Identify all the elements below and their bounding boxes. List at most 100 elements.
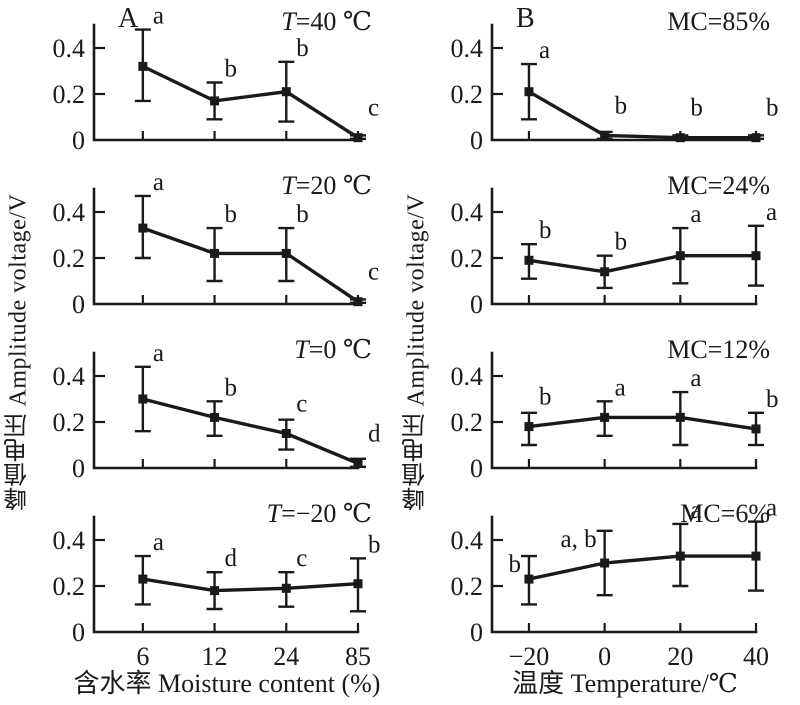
data-point bbox=[600, 267, 610, 277]
y-tick-label: 0.4 bbox=[53, 362, 86, 391]
y-tick-label: 0.4 bbox=[451, 362, 484, 391]
y-tick-label: 0 bbox=[72, 290, 85, 319]
y-tick-label: 0.2 bbox=[53, 572, 86, 601]
sig-letter: b bbox=[225, 374, 238, 401]
y-tick-label: 0 bbox=[470, 126, 483, 155]
subplot-1-2: 0 0.2 0.4 b a a b MC=12% bbox=[451, 335, 779, 483]
right-subplot-stack: 0 0.2 0.4 a b b b MC=85% B 0 0.2 0.4 b b a a MC=24% 0 0.2 0… bbox=[434, 0, 796, 670]
y-tick-label: 0.2 bbox=[53, 408, 86, 437]
sig-letter: b bbox=[539, 384, 552, 411]
axis-lines bbox=[92, 23, 360, 142]
subplot-title: MC=6% bbox=[680, 499, 770, 528]
sig-letter: d bbox=[225, 545, 238, 572]
sig-letter: b bbox=[225, 201, 238, 228]
sig-letter: b bbox=[368, 531, 381, 558]
data-point bbox=[600, 412, 610, 422]
data-point bbox=[138, 574, 148, 584]
x-tick-label: 40 bbox=[743, 642, 769, 670]
data-point bbox=[210, 96, 220, 106]
subplot-0-0: 0 0.2 0.4 a b b c T=40 ℃ A bbox=[53, 3, 380, 155]
subplot-title: T=40 ℃ bbox=[281, 7, 372, 36]
y-tick-label: 0.2 bbox=[451, 408, 484, 437]
data-line bbox=[528, 554, 756, 581]
x-tick-label: −20 bbox=[509, 642, 550, 670]
axis-lines bbox=[490, 23, 758, 142]
sig-letter: a bbox=[153, 340, 164, 367]
x-tick-label: 24 bbox=[273, 642, 299, 670]
y-tick-label: 0.2 bbox=[53, 80, 86, 109]
data-point bbox=[751, 424, 761, 434]
data-line bbox=[528, 253, 756, 274]
right-x-axis-label: 温度 Temperature/℃ bbox=[512, 669, 738, 698]
x-tick-label: 12 bbox=[202, 642, 228, 670]
subplot-title: MC=24% bbox=[667, 171, 770, 200]
data-point bbox=[281, 248, 291, 258]
x-tick-label: 6 bbox=[136, 642, 149, 670]
data-point bbox=[210, 248, 220, 258]
left-column-moisture: 峰值电压 Amplitude voltage/V 0 0.2 0.4 a b b c T=40… bbox=[0, 0, 398, 705]
subplot-0-1: 0 0.2 0.4 a b b c T=20 ℃ bbox=[53, 169, 380, 319]
sig-letter: c bbox=[368, 95, 379, 122]
y-tick-label: 0 bbox=[470, 290, 483, 319]
sig-letter: a bbox=[690, 201, 701, 228]
sig-letter: c bbox=[296, 391, 307, 418]
data-point bbox=[675, 551, 685, 561]
data-point bbox=[353, 297, 363, 307]
left-plots: 0 0.2 0.4 a b b c T=40 ℃ A 0 0.2 0.4 a b b c T=20 ℃ 0 0.2 0… bbox=[36, 0, 398, 705]
subplot-title: MC=12% bbox=[667, 335, 770, 364]
sig-letter: a bbox=[690, 365, 701, 392]
data-line bbox=[528, 90, 756, 140]
y-tick-label: 0.2 bbox=[451, 572, 484, 601]
sig-letter: a bbox=[690, 497, 701, 524]
subplot-title: T=−20 ℃ bbox=[267, 499, 372, 528]
right-plots: 0 0.2 0.4 a b b b MC=85% B 0 0.2 0.4 b b a a MC=24% 0 0.2 0… bbox=[434, 0, 796, 705]
y-tick-label: 0.2 bbox=[53, 244, 86, 273]
sig-letter: c bbox=[296, 545, 307, 572]
sig-letter: b bbox=[766, 95, 779, 122]
y-tick-label: 0.4 bbox=[53, 198, 86, 227]
sig-letter: b bbox=[508, 551, 521, 578]
sig-letter: a bbox=[153, 169, 164, 196]
sig-letter: b bbox=[539, 217, 552, 244]
sig-letter: a bbox=[766, 199, 777, 226]
data-line bbox=[142, 577, 359, 593]
data-point bbox=[138, 223, 148, 233]
sig-letter: b bbox=[225, 56, 238, 83]
y-tick-label: 0 bbox=[470, 454, 483, 483]
y-tick-label: 0.4 bbox=[53, 34, 86, 63]
data-point bbox=[751, 551, 761, 561]
data-point bbox=[524, 255, 534, 265]
subplot-1-0: 0 0.2 0.4 a b b b MC=85% B bbox=[451, 3, 779, 155]
y-tick-label: 0.4 bbox=[451, 526, 484, 555]
sig-letter: b bbox=[690, 95, 703, 122]
subplot-0-3: 0 0.2 0.4 6 12 24 85 a d c b T=−20 ℃ bbox=[53, 499, 381, 670]
sig-letter: b bbox=[615, 92, 628, 119]
y-tick-label: 0.2 bbox=[451, 80, 484, 109]
data-point bbox=[524, 87, 534, 97]
data-point bbox=[524, 422, 534, 432]
right-column-temperature: 峰值电压 Amplitude voltage/V 0 0.2 0.4 a b b b MC=8… bbox=[398, 0, 796, 705]
sig-letter: c bbox=[368, 259, 379, 286]
y-tick-label: 0 bbox=[470, 618, 483, 647]
subplot-title: T=0 ℃ bbox=[294, 335, 372, 364]
data-point bbox=[675, 412, 685, 422]
subplot-1-3: 0 0.2 0.4 −20 0 20 40 b a, b a aMC=6% bbox=[451, 495, 778, 670]
subplot-title: T=20 ℃ bbox=[281, 171, 372, 200]
subplot-1-1: 0 0.2 0.4 b b a aMC=24% bbox=[451, 171, 778, 319]
y-tick-label: 0 bbox=[72, 454, 85, 483]
sig-letter: a bbox=[615, 374, 626, 401]
left-subplot-stack: 0 0.2 0.4 a b b c T=40 ℃ A 0 0.2 0.4 a b b c T=20 ℃ 0 0.2 0… bbox=[36, 0, 398, 670]
panel-label: A bbox=[118, 3, 139, 34]
sig-letter: a, b bbox=[561, 526, 597, 553]
data-line bbox=[142, 226, 359, 304]
right-y-axis-label: 峰值电压 Amplitude voltage/V bbox=[403, 193, 430, 512]
axis-lines bbox=[490, 187, 758, 306]
axis-lines bbox=[490, 515, 758, 634]
data-point bbox=[600, 130, 610, 140]
data-point bbox=[210, 586, 220, 596]
data-point bbox=[138, 394, 148, 404]
data-line bbox=[142, 397, 359, 465]
data-point bbox=[751, 133, 761, 143]
data-point bbox=[353, 458, 363, 468]
